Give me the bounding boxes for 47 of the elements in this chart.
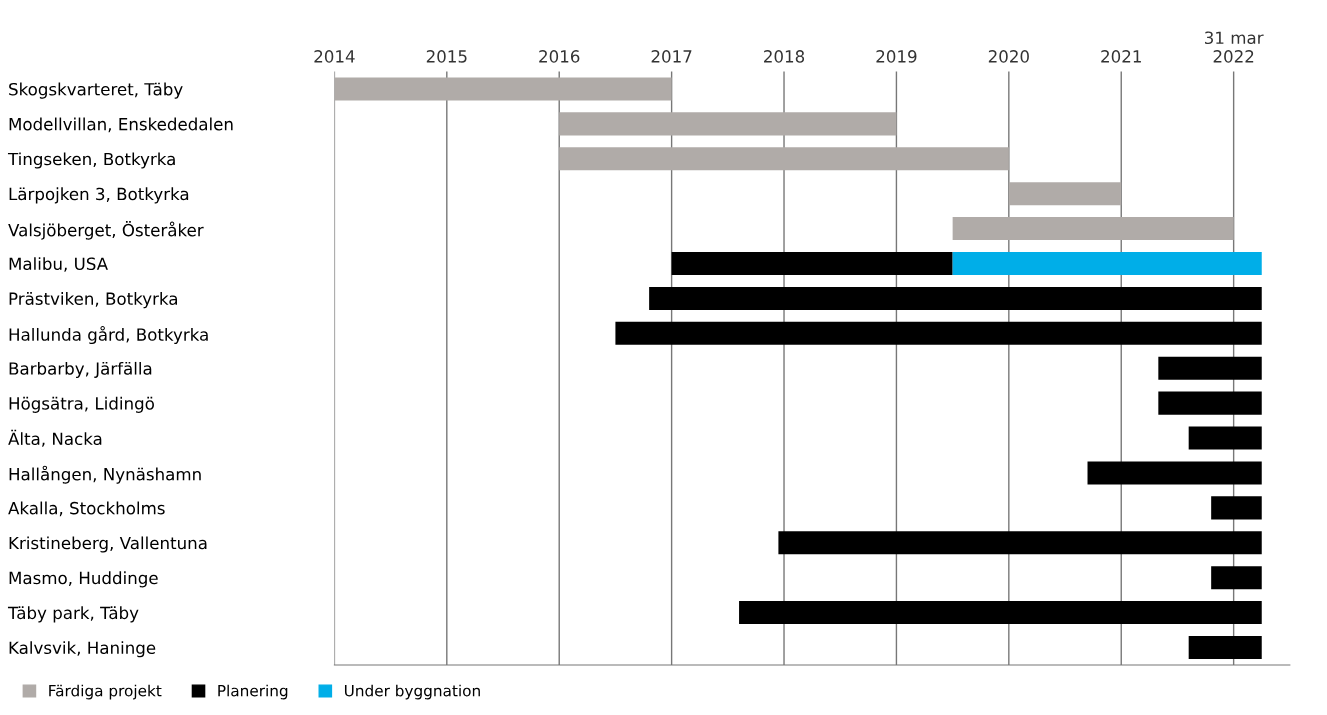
bar [559, 112, 897, 136]
x-tick-label: 31 mar 2022 [1205, 31, 1264, 63]
bar [334, 77, 672, 101]
bar [1188, 635, 1262, 660]
y-tick-label: Prästviken, Botkyrka [9, 292, 177, 309]
bar [952, 217, 1234, 241]
x-tick-label: 2018 [764, 50, 805, 63]
y-tick-label: Lärpojken 3, Botkyrka [9, 187, 189, 204]
bar [1158, 356, 1262, 380]
x-tick-label: 2016 [539, 50, 580, 63]
y-tick-label: Malibu, USA [9, 257, 108, 272]
y-tick-label: Masmo, Huddinge [9, 571, 158, 588]
legend-label: Färdiga projekt [49, 684, 162, 700]
legend-label: Planering [218, 684, 288, 700]
x-tick-label: 2020 [988, 50, 1029, 63]
y-tick-label: Älta, Nacka [8, 429, 102, 447]
y-tick-label: Kalvsvik, Haninge [9, 641, 156, 658]
bar [1211, 496, 1262, 520]
y-tick-label: Högsätra, Lidingö [9, 396, 154, 413]
bar [1158, 391, 1262, 415]
y-tick-label: Kristineberg, Vallentuna [9, 536, 207, 553]
y-tick-label: Valsjöberget, Österåker [8, 221, 204, 240]
y-tick-label: Täby park, Täby [7, 606, 139, 623]
bar [615, 321, 1262, 345]
y-tick-label: Skogskvarteret, Täby [9, 82, 183, 99]
bar [1188, 426, 1262, 450]
legend-label: Under byggnation [344, 684, 480, 700]
y-tick-label: Tingseken, Botkyrka [7, 152, 175, 169]
y-tick-label: Akalla, Stockholms [8, 501, 165, 517]
bar [1008, 182, 1122, 206]
y-tick-label: Barbarby, Järfälla [9, 361, 152, 379]
x-tick-label: 2019 [876, 50, 917, 63]
x-tick-label: 2021 [1101, 50, 1141, 63]
bar [1211, 566, 1262, 590]
bar [649, 286, 1262, 310]
bar [1087, 461, 1262, 485]
bar [952, 251, 1262, 276]
y-tick-label: Modellvillan, Enskededalen [9, 117, 233, 133]
bar [778, 531, 1262, 555]
x-tick-label: 2015 [426, 50, 467, 63]
y-tick-label: Hallången, Nynäshamn [9, 465, 201, 484]
bar [559, 147, 1009, 171]
x-tick-label: 2014 [314, 50, 355, 63]
x-tick-label: 2017 [651, 50, 692, 63]
y-tick-label: Hallunda gård, Botkyrka [9, 326, 208, 345]
bar [671, 251, 953, 276]
bar [739, 601, 1262, 625]
